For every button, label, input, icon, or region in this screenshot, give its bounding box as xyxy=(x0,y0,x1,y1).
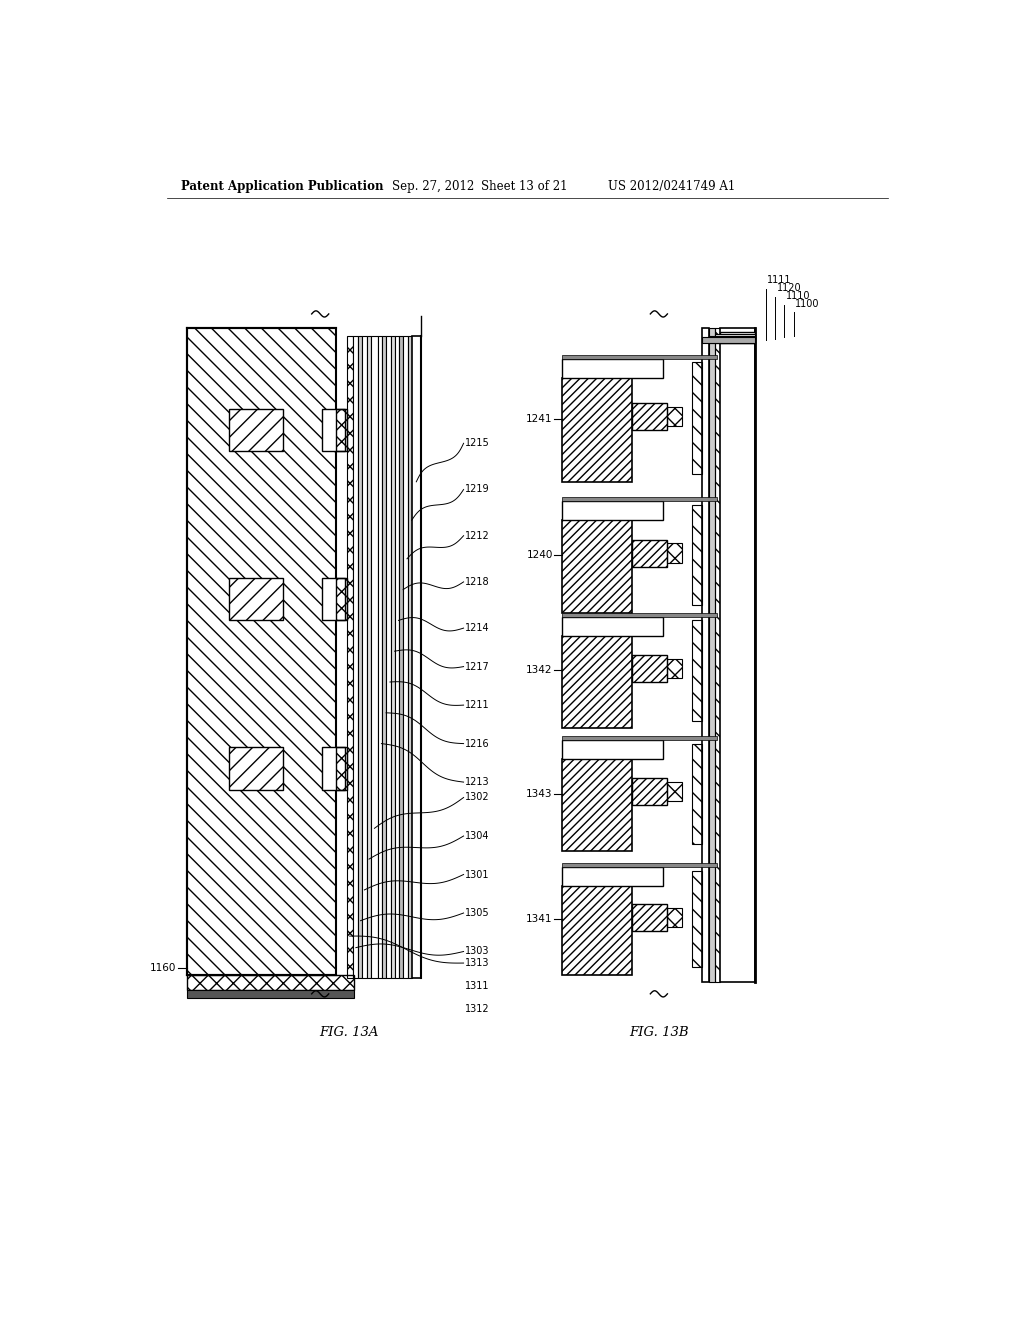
Text: 1312: 1312 xyxy=(465,1005,489,1014)
Text: 1160: 1160 xyxy=(150,964,176,973)
Bar xyxy=(336,747,346,789)
Bar xyxy=(403,335,408,978)
Bar xyxy=(562,359,663,378)
Bar xyxy=(667,781,682,801)
Bar xyxy=(562,737,717,739)
Bar xyxy=(720,327,755,982)
Text: 1313: 1313 xyxy=(465,958,489,968)
Text: 1240: 1240 xyxy=(526,550,553,560)
Bar xyxy=(715,327,720,982)
Bar xyxy=(386,335,391,978)
Bar xyxy=(391,335,394,978)
Bar xyxy=(399,335,403,978)
Text: 1216: 1216 xyxy=(465,739,489,748)
Bar xyxy=(562,378,632,482)
Bar xyxy=(667,407,682,426)
Text: FIG. 13A: FIG. 13A xyxy=(319,1026,379,1039)
Bar xyxy=(632,779,667,805)
Text: US 2012/0241749 A1: US 2012/0241749 A1 xyxy=(608,181,736,194)
Bar xyxy=(667,908,682,927)
Bar xyxy=(187,974,353,990)
Bar xyxy=(710,327,715,982)
Text: 1304: 1304 xyxy=(465,832,489,841)
Bar xyxy=(187,990,353,998)
Text: 1219: 1219 xyxy=(465,484,489,495)
Bar xyxy=(346,335,352,978)
Bar xyxy=(692,871,701,966)
Text: 1111: 1111 xyxy=(767,276,792,285)
Bar xyxy=(358,335,362,978)
Bar xyxy=(715,334,755,343)
Bar xyxy=(322,578,345,620)
Bar xyxy=(562,355,717,359)
Bar xyxy=(412,335,421,978)
Bar xyxy=(336,409,346,451)
Text: 1342: 1342 xyxy=(526,665,553,676)
Text: Sheet 13 of 21: Sheet 13 of 21 xyxy=(480,181,567,194)
Bar xyxy=(322,409,345,451)
Bar xyxy=(562,759,632,851)
Bar xyxy=(562,886,632,974)
Bar xyxy=(710,335,755,343)
Bar xyxy=(562,612,717,616)
Bar xyxy=(692,620,701,721)
Bar xyxy=(632,540,667,566)
Bar xyxy=(562,863,717,867)
Bar xyxy=(322,747,345,789)
Text: 1100: 1100 xyxy=(796,298,820,309)
Bar xyxy=(667,544,682,562)
Text: 1212: 1212 xyxy=(465,531,489,541)
Text: 1217: 1217 xyxy=(465,661,489,672)
Bar xyxy=(562,616,663,636)
Bar xyxy=(562,498,717,502)
Bar xyxy=(562,636,632,729)
Text: 1218: 1218 xyxy=(465,577,489,587)
Text: 1302: 1302 xyxy=(465,792,489,803)
Bar xyxy=(187,327,336,974)
Bar xyxy=(667,659,682,678)
Text: 1301: 1301 xyxy=(465,870,489,879)
Bar xyxy=(720,331,755,343)
Bar xyxy=(632,404,667,430)
Bar xyxy=(701,337,755,343)
Bar xyxy=(562,739,663,759)
Bar xyxy=(382,335,386,978)
Bar xyxy=(352,335,358,978)
Text: 1215: 1215 xyxy=(465,438,489,449)
Text: 1341: 1341 xyxy=(526,915,553,924)
Text: 1214: 1214 xyxy=(465,623,489,634)
Text: 1303: 1303 xyxy=(465,946,489,957)
Text: Sep. 27, 2012: Sep. 27, 2012 xyxy=(391,181,474,194)
Text: 1305: 1305 xyxy=(465,908,489,917)
Bar xyxy=(367,335,372,978)
Bar xyxy=(394,335,399,978)
Text: FIG. 13B: FIG. 13B xyxy=(629,1026,689,1039)
Bar xyxy=(228,409,283,451)
Bar xyxy=(562,520,632,612)
Bar xyxy=(336,578,346,620)
Bar xyxy=(228,747,283,789)
Bar xyxy=(692,504,701,605)
Bar xyxy=(692,743,701,843)
Text: 1311: 1311 xyxy=(465,981,489,991)
Bar xyxy=(228,578,283,620)
Bar xyxy=(632,904,667,931)
Text: 1211: 1211 xyxy=(465,700,489,710)
Bar xyxy=(562,867,663,886)
Text: 1110: 1110 xyxy=(786,290,810,301)
Bar xyxy=(372,335,378,978)
Bar xyxy=(378,335,382,978)
Text: 1343: 1343 xyxy=(526,788,553,799)
Bar xyxy=(362,335,367,978)
Text: 1241: 1241 xyxy=(526,413,553,424)
Text: Patent Application Publication: Patent Application Publication xyxy=(180,181,383,194)
Bar xyxy=(562,502,663,520)
Bar xyxy=(692,363,701,474)
Text: 1213: 1213 xyxy=(465,777,489,787)
Bar xyxy=(701,327,710,982)
Text: 1120: 1120 xyxy=(776,284,802,293)
Bar xyxy=(408,335,412,978)
Bar xyxy=(632,655,667,682)
